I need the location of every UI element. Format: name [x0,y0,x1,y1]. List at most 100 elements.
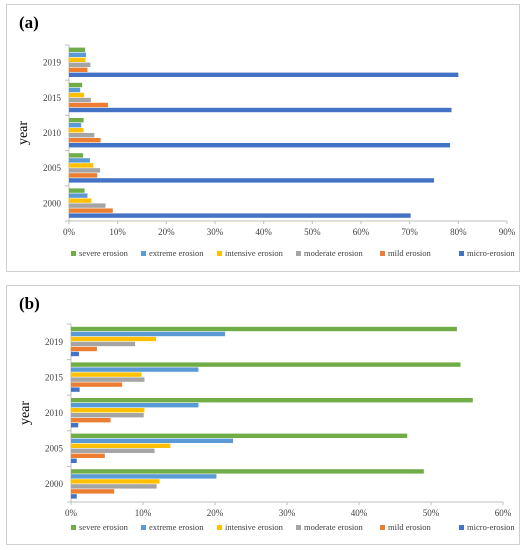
bar-mild-erosion-2015 [71,382,123,387]
bar-intensive-erosion-2000 [71,479,160,484]
bar-extreme-erosion-2019 [69,52,87,57]
y-tick-label: 2019 [43,58,62,68]
bar-micro-erosion-2005 [69,178,434,183]
bar-mild-erosion-2010 [71,418,111,423]
x-tick-label: 10% [109,227,126,237]
bar-extreme-erosion-2015 [71,367,199,372]
bar-moderate-erosion-2000 [71,484,157,489]
x-tick-label: 40% [351,508,368,518]
x-tick-label: 40% [255,227,272,237]
bar-extreme-erosion-2005 [71,438,233,443]
bar-severe-erosion-2015 [71,362,461,367]
legend-swatch [380,251,385,256]
bar-micro-erosion-2000 [71,494,77,499]
bar-mild-erosion-2010 [69,138,101,143]
bar-severe-erosion-2000 [71,469,424,474]
legend-label: intensive erosion [225,248,284,258]
bar-extreme-erosion-2000 [71,474,217,479]
bar-intensive-erosion-2005 [71,443,171,448]
bar-mild-erosion-2005 [69,173,98,178]
bar-mild-erosion-2015 [69,102,108,108]
x-tick-label: 80% [450,227,467,237]
legend-swatch [380,525,385,530]
legend-label: micro-erosion [467,248,515,258]
bar-micro-erosion-2000 [69,213,411,218]
bar-extreme-erosion-2015 [69,87,81,93]
legend-swatch [459,251,464,256]
x-tick-label: 0% [65,508,78,518]
legend-label: intensive erosion [225,522,284,532]
legend-swatch [296,525,301,530]
y-tick-label: 2000 [45,479,64,489]
x-tick-label: 20% [158,227,175,237]
bar-intensive-erosion-2000 [69,198,92,203]
bar-moderate-erosion-2010 [69,133,95,138]
y-tick-label: 2015 [43,93,62,103]
panel-label-b: (b) [19,294,40,313]
bar-intensive-erosion-2010 [69,128,84,133]
bar-intensive-erosion-2005 [69,163,94,168]
y-axis-title: year [18,401,33,425]
bar-moderate-erosion-2010 [71,413,144,418]
legend-swatch [71,525,76,530]
legend-label: extreme erosion [149,522,204,532]
legend-label: severe erosion [79,522,129,532]
legend-label: severe erosion [79,248,129,258]
x-tick-label: 70% [401,227,418,237]
legend-label: extreme erosion [149,248,204,258]
y-tick-label: 2010 [45,408,64,418]
x-tick-label: 0% [63,227,76,237]
bar-moderate-erosion-2015 [69,97,91,103]
bar-micro-erosion-2010 [71,423,79,428]
legend-label: moderate erosion [304,248,364,258]
legend-swatch [217,251,222,256]
chart-panel-a: (a) 0% 10% 20% 30% 40% 50% 60% 70% 80% 90% 2000 200… [6,4,520,272]
y-tick-label: 2015 [45,372,64,382]
bar-intensive-erosion-2015 [69,92,85,98]
bar-moderate-erosion-2005 [69,168,101,173]
bar-severe-erosion-2015 [69,82,83,88]
bar-micro-erosion-2015 [69,107,452,113]
legend-swatch [141,525,146,530]
y-tick-label: 2019 [45,337,64,347]
y-tick-label: 2010 [43,128,62,138]
bar-severe-erosion-2019 [69,47,86,52]
x-tick-label: 60% [495,508,512,518]
bar-micro-erosion-2010 [69,143,451,148]
bar-mild-erosion-2019 [71,346,97,352]
bar-severe-erosion-2005 [71,433,408,438]
x-tick-label: 90% [499,227,516,237]
bar-moderate-erosion-2000 [69,203,106,208]
bar-moderate-erosion-2019 [69,62,91,67]
x-tick-label: 30% [279,508,296,518]
x-tick-label: 50% [304,227,321,237]
bar-extreme-erosion-2019 [71,331,226,337]
bar-intensive-erosion-2015 [71,372,142,377]
legend-label: mild erosion [388,522,431,532]
legend-swatch [296,251,301,256]
bar-severe-erosion-2010 [69,118,84,123]
bar-micro-erosion-2019 [69,72,459,77]
x-tick-label: 10% [135,508,152,518]
y-tick-label: 2000 [43,198,62,208]
bar-severe-erosion-2019 [71,326,457,332]
legend-swatch [141,251,146,256]
y-tick-label: 2005 [43,163,62,173]
chart-b-svg: 0% 10% 20% 30% 40% 50% 60% 2000 2005 2010 2015 2019… [18,323,515,532]
legend-label: mild erosion [388,248,431,258]
legend-swatch [71,251,76,256]
bar-micro-erosion-2005 [71,458,77,463]
bar-intensive-erosion-2019 [71,336,156,342]
bar-extreme-erosion-2005 [69,158,90,163]
bar-mild-erosion-2005 [71,453,105,458]
bar-severe-erosion-2000 [69,188,85,193]
chart-panel-b: (b) 0% 10% 20% 30% 40% 50% 60% 2000 2005 2010 2015… [6,285,520,545]
x-tick-label: 20% [207,508,224,518]
bar-severe-erosion-2005 [69,153,84,158]
panel-label-a: (a) [19,13,39,32]
x-tick-label: 50% [423,508,440,518]
y-tick-label: 2005 [45,444,64,454]
bar-micro-erosion-2015 [71,387,80,392]
legend-swatch [217,525,222,530]
legend-label: micro-erosion [467,522,515,532]
